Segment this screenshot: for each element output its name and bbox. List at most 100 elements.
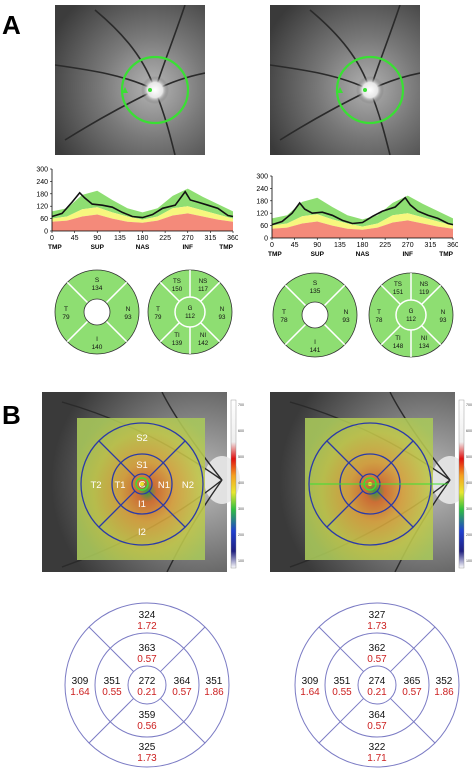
global-center [395,299,427,331]
scan-marker-icon [337,87,343,93]
thickness-value-n1: 365 [404,676,421,687]
etdrs-label-t2: T2 [90,480,101,491]
y-tick-label: 180 [36,191,48,198]
color-scale-tick: 200 [238,533,244,537]
sector-divider [323,323,346,346]
color-scale-tick: 700 [466,403,472,407]
volume-value-i1: 0.57 [367,721,387,732]
etdrs-label-s1: S1 [136,460,148,471]
volume-value-t1: 0.55 [102,687,122,698]
panel-label-b: B [2,400,21,430]
borderline-range-band [272,213,453,230]
rnfl-thickness-line [271,196,454,226]
y-tick-label: 0 [264,236,268,243]
y-tick-label: 120 [256,211,268,218]
sector-value-n: 93 [440,317,447,324]
color-scale-tick: 400 [238,481,244,485]
scan-circle [120,55,190,125]
sector-divider [66,320,89,343]
sector-divider [284,284,307,307]
color-scale-tick: 700 [238,403,244,407]
sector-label-t: T [64,306,68,313]
x-tick-label: 180 [137,235,149,242]
etdrs-thickness-grid-left: 3241.723630.573091.643510.552720.213640.… [64,602,230,768]
sector-divider [148,440,186,478]
sector-value-t: 78 [376,317,383,324]
optic-disc [141,76,169,104]
sector-label-t: T [377,309,381,316]
x-tick-label: 315 [205,235,217,242]
sector-label-g: G [409,308,414,315]
volume-value-c: 0.21 [137,687,157,698]
sector-value-g: 112 [406,316,416,323]
volume-value-s2: 1.72 [137,621,157,632]
x-region-label: NAS [136,244,150,251]
x-tick-label: 180 [357,242,369,249]
center-hole [83,298,111,326]
thickness-value-c: 272 [139,676,156,687]
sector-divider [390,698,436,744]
volume-value-s1: 0.57 [137,654,157,665]
abnormal-range-band [272,220,453,238]
x-region-label: INF [183,244,194,251]
color-scale-tick: 400 [466,481,472,485]
etdrs-label-s2: S2 [136,433,148,444]
inner-ring [94,632,200,738]
sector-divider [159,322,180,343]
x-tick-label: 45 [71,235,79,242]
rnfl-profile-chart-right: 300 240 180 120 60 00 45 90 135 180 225 270 315 360 TM… [256,174,458,259]
thickness-value-i2: 322 [369,742,386,753]
sector-label-n: N [441,309,445,316]
y-tick-label: 120 [36,204,48,211]
x-tick-label: 45 [291,242,299,249]
sector-divider [98,490,136,528]
sector-value-s: 135 [310,288,321,295]
sector-value-ts: 151 [393,289,404,296]
thickness-value-n1: 364 [174,676,191,687]
y-tick-label: 180 [256,198,268,205]
volume-value-t1: 0.55 [332,687,352,698]
center-ring [131,473,153,495]
y-tick-label: 300 [36,167,48,174]
thickness-value-s2: 327 [369,610,386,621]
sector-label-s: S [313,280,318,287]
sector-label-i: I [314,339,316,346]
sector-value-ts: 150 [172,286,183,293]
sector-value-n: 93 [124,314,132,321]
x-region-label: SUP [91,244,105,251]
sector-divider [376,490,414,528]
color-scale-tick: 500 [466,455,472,459]
x-tick-label: 135 [334,242,346,249]
thickness-value-t1: 351 [334,676,351,687]
macular-thickness-map-left: C S2 S1 T2 T1 N1 N2 I1 I2 700 600 500 400 300 200 100 [42,392,244,572]
sector-value-i: 141 [310,347,321,354]
x-region-label: SUP [311,251,325,258]
sector-label-s: S [95,277,100,284]
x-tick-label: 360 [447,242,458,249]
sector-label-n: N [126,306,131,313]
color-scale-tick: 100 [238,559,244,563]
thickness-value-c: 274 [369,676,386,687]
rnfl-thickness-line [51,190,234,219]
sector-divider [390,626,436,672]
sector-label-ts: TS [173,278,181,285]
x-tick-label: 315 [425,242,437,249]
volume-value-t2: 1.64 [70,687,90,698]
sector-value-n: 93 [342,317,350,324]
sector-value-ni: 134 [419,343,430,350]
sector-value-ti: 148 [393,343,404,350]
rnfl-profile-chart-left: 300 240 180 120 60 00 45 90 135 180 225 270 315 360 TM… [36,167,238,252]
volume-value-t2: 1.64 [300,687,320,698]
etdrs-label-i1: I1 [138,499,146,510]
x-tick-label: 225 [159,235,171,242]
y-tick-label: 60 [260,223,268,230]
y-tick-label: 240 [256,186,268,193]
sector-divider [318,626,364,672]
volume-value-i2: 1.73 [137,753,157,764]
sector-value-ns: 119 [419,289,429,296]
color-scale-tick: 200 [466,533,472,537]
scan-circle [335,55,405,125]
x-region-label: TMP [439,251,453,258]
